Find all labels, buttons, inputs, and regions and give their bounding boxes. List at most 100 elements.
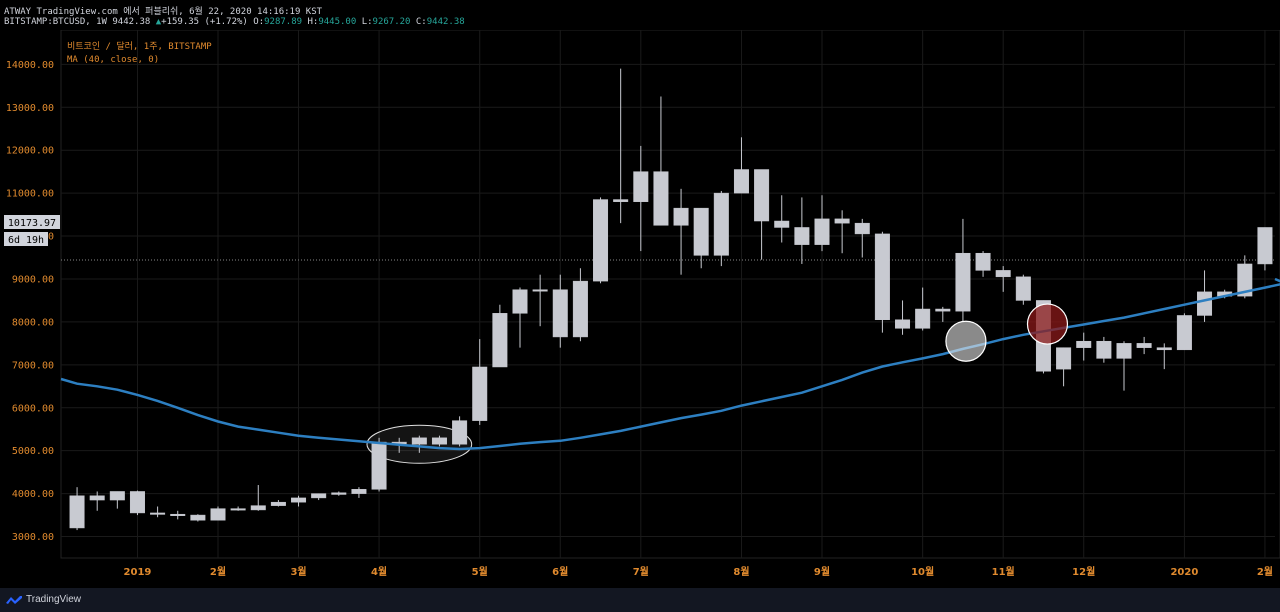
- up-arrow-icon: ▲: [155, 17, 162, 27]
- candle-body: [210, 508, 226, 521]
- candle-body: [613, 199, 629, 202]
- x-tick-label: 2월: [210, 566, 226, 578]
- publish-info: ATWAY TradingView.com 에서 퍼블리쉬, 6월 22, 20…: [4, 7, 323, 17]
- highlight-circles: [945, 303, 1069, 362]
- candle-body: [774, 220, 790, 228]
- ohlc-bar: BITSTAMP:BTCUSD, 1W 9442.38 ▲+159.35 (+1…: [4, 17, 465, 27]
- x-tick-label: 11월: [992, 566, 1015, 578]
- x-tick-label: 6월: [552, 566, 568, 578]
- y-tick-label: 14000.00: [6, 60, 54, 71]
- y-axis: 14000.0013000.0012000.0011000.0010000.00…: [6, 60, 54, 543]
- candle-body: [1176, 315, 1192, 351]
- candle-body: [653, 171, 669, 226]
- candle-body: [1116, 343, 1132, 359]
- y-tick-label: 3000.00: [12, 532, 54, 543]
- y-tick-label: 11000.00: [6, 189, 54, 200]
- low-label: L:: [361, 17, 373, 27]
- candle-body: [311, 493, 327, 499]
- x-tick-label: 2019: [124, 567, 152, 578]
- candle-body: [431, 437, 447, 445]
- candle-body: [874, 233, 890, 321]
- candle-body: [371, 441, 387, 490]
- candle-body: [995, 270, 1011, 278]
- high-label: H:: [307, 17, 319, 27]
- grid-lines: [61, 30, 1275, 558]
- candle-body: [270, 501, 286, 506]
- low-value: 9267.20: [372, 17, 411, 27]
- high-value: 9445.00: [318, 17, 357, 27]
- x-tick-label: 2월: [1257, 566, 1273, 578]
- candle-body: [89, 495, 105, 501]
- candle-body: [1257, 227, 1273, 265]
- price-tag-countdown: 6d 19h: [8, 235, 44, 246]
- candle-body: [1237, 263, 1253, 297]
- candle-body: [572, 280, 588, 338]
- candle-body: [411, 437, 427, 445]
- highlight-circle-white: [945, 320, 987, 362]
- y-tick-label: 9000.00: [12, 274, 54, 285]
- candle-body: [532, 289, 548, 292]
- candle-body: [1156, 347, 1172, 351]
- legend-title: 비트코인 / 달러, 1주, BITSTAMP: [67, 40, 212, 52]
- x-tick-label: 5월: [472, 566, 488, 578]
- y-tick-label: 8000.00: [12, 317, 54, 328]
- open-value: 9287.89: [264, 17, 303, 27]
- tradingview-logo-icon: [6, 595, 22, 604]
- candle-body: [351, 489, 367, 494]
- candle-body: [794, 227, 810, 245]
- price-chart[interactable]: 14000.0013000.0012000.0011000.0010000.00…: [0, 30, 1280, 588]
- candle-body: [693, 207, 709, 256]
- brand-label: TradingView: [26, 594, 82, 605]
- candle-body: [754, 169, 770, 222]
- ma-line: [60, 277, 1280, 451]
- open-label: O:: [253, 17, 265, 27]
- candle-body: [633, 171, 649, 202]
- candle-body: [230, 508, 246, 511]
- last-price: 9442.38: [112, 17, 151, 27]
- candle-body: [1056, 347, 1072, 370]
- footer-bar: TradingView: [0, 588, 1280, 612]
- tradingview-logo[interactable]: TradingView: [6, 594, 81, 605]
- x-tick-label: 3월: [290, 566, 306, 578]
- candle-body: [854, 222, 870, 235]
- plot-border: [60, 30, 1280, 559]
- candle-body: [69, 495, 85, 529]
- x-tick-label: 4월: [371, 566, 387, 578]
- x-tick-label: 12월: [1072, 566, 1095, 578]
- x-tick-label: 8월: [733, 566, 749, 578]
- candle-body: [673, 207, 689, 226]
- legend-indicator: MA (40, close, 0): [67, 55, 159, 65]
- candle-body: [472, 366, 488, 421]
- candle-body: [129, 491, 145, 514]
- y-tick-label: 5000.00: [12, 446, 54, 457]
- symbol-label: BITSTAMP:BTCUSD, 1W: [4, 17, 107, 27]
- candle-body: [150, 512, 166, 515]
- candle-body: [1197, 291, 1213, 316]
- candle-body: [1096, 340, 1112, 359]
- candle-body: [1136, 343, 1152, 348]
- candle-body: [190, 514, 206, 521]
- candle-body: [291, 497, 307, 503]
- x-tick-label: 7월: [633, 566, 649, 578]
- candle-body: [814, 218, 830, 245]
- y-tick-label: 13000.00: [6, 103, 54, 114]
- close-label: C:: [415, 17, 427, 27]
- candle-body: [955, 252, 971, 312]
- candle-body: [1015, 276, 1031, 301]
- candle-body: [895, 319, 911, 329]
- candle-body: [250, 505, 266, 511]
- candle-body: [935, 308, 951, 312]
- candle-body: [170, 513, 186, 516]
- candle-body: [492, 313, 508, 368]
- y-tick-label: 6000.00: [12, 403, 54, 414]
- candle-body: [331, 492, 347, 495]
- candle-body: [1076, 340, 1092, 348]
- price-tag: 10173.97 6d 19h: [4, 215, 60, 246]
- candle-body: [452, 420, 468, 445]
- y-tick-label: 12000.00: [6, 146, 54, 157]
- y-tick-label: 4000.00: [12, 489, 54, 500]
- y-tick-label: 7000.00: [12, 360, 54, 371]
- x-tick-label: 9월: [814, 566, 830, 578]
- x-axis: 2019 2월 3월 4월 5월 6월 7월 8월 9월 10월 11월 12월 2020 2월: [124, 566, 1273, 578]
- candle-body: [915, 308, 931, 329]
